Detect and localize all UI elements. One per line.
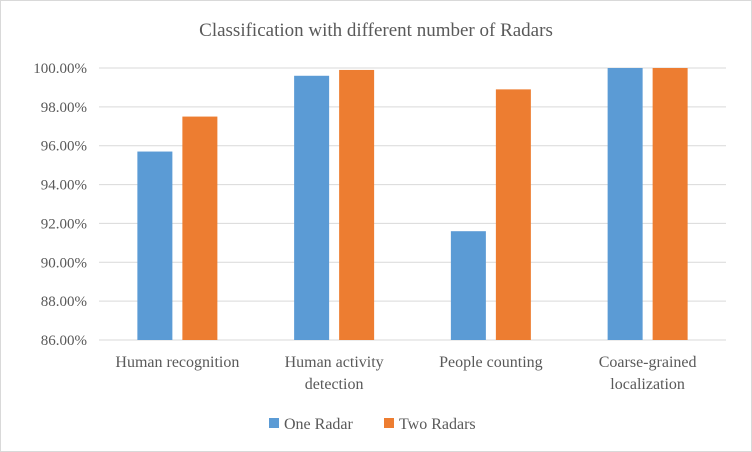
chart-title: Classification with different number of … xyxy=(199,20,553,41)
legend: One Radar Two Radars xyxy=(269,416,476,433)
legend-swatch xyxy=(384,418,394,428)
bar-two-radars xyxy=(495,89,531,340)
bar-one-radar xyxy=(137,151,173,340)
x-axis-labels: Human recognition Human activity detection… xyxy=(115,354,696,393)
y-axis-ticks: 86.00% 88.00% 90.00% 92.00% 94.00% 96.00% 98.0… xyxy=(33,61,87,349)
bar-two-radars xyxy=(339,69,375,340)
x-category-label: localization xyxy=(610,376,685,393)
legend-label: One Radar xyxy=(284,416,354,433)
bars xyxy=(137,68,688,341)
bar-one-radar xyxy=(450,231,486,340)
bar-two-radars xyxy=(182,116,218,340)
x-category-label: detection xyxy=(305,376,364,393)
bar-one-radar xyxy=(607,68,643,340)
y-tick-label: 88.00% xyxy=(41,294,87,310)
bar-two-radars xyxy=(652,68,688,340)
y-tick-label: 94.00% xyxy=(41,178,87,194)
legend-label: Two Radars xyxy=(399,416,476,433)
x-category-label: Coarse-grained xyxy=(599,354,697,371)
y-tick-label: 86.00% xyxy=(41,333,87,349)
bar-one-radar xyxy=(294,75,330,341)
y-tick-label: 92.00% xyxy=(41,216,87,232)
x-category-label: People counting xyxy=(439,354,543,371)
x-category-label: Human recognition xyxy=(115,354,239,371)
y-tick-label: 96.00% xyxy=(41,139,87,155)
y-tick-label: 98.00% xyxy=(41,100,87,116)
legend-swatch xyxy=(269,418,279,428)
x-category-label: Human activity xyxy=(285,354,384,371)
y-tick-label: 90.00% xyxy=(41,255,87,271)
y-tick-label: 100.00% xyxy=(33,61,87,77)
